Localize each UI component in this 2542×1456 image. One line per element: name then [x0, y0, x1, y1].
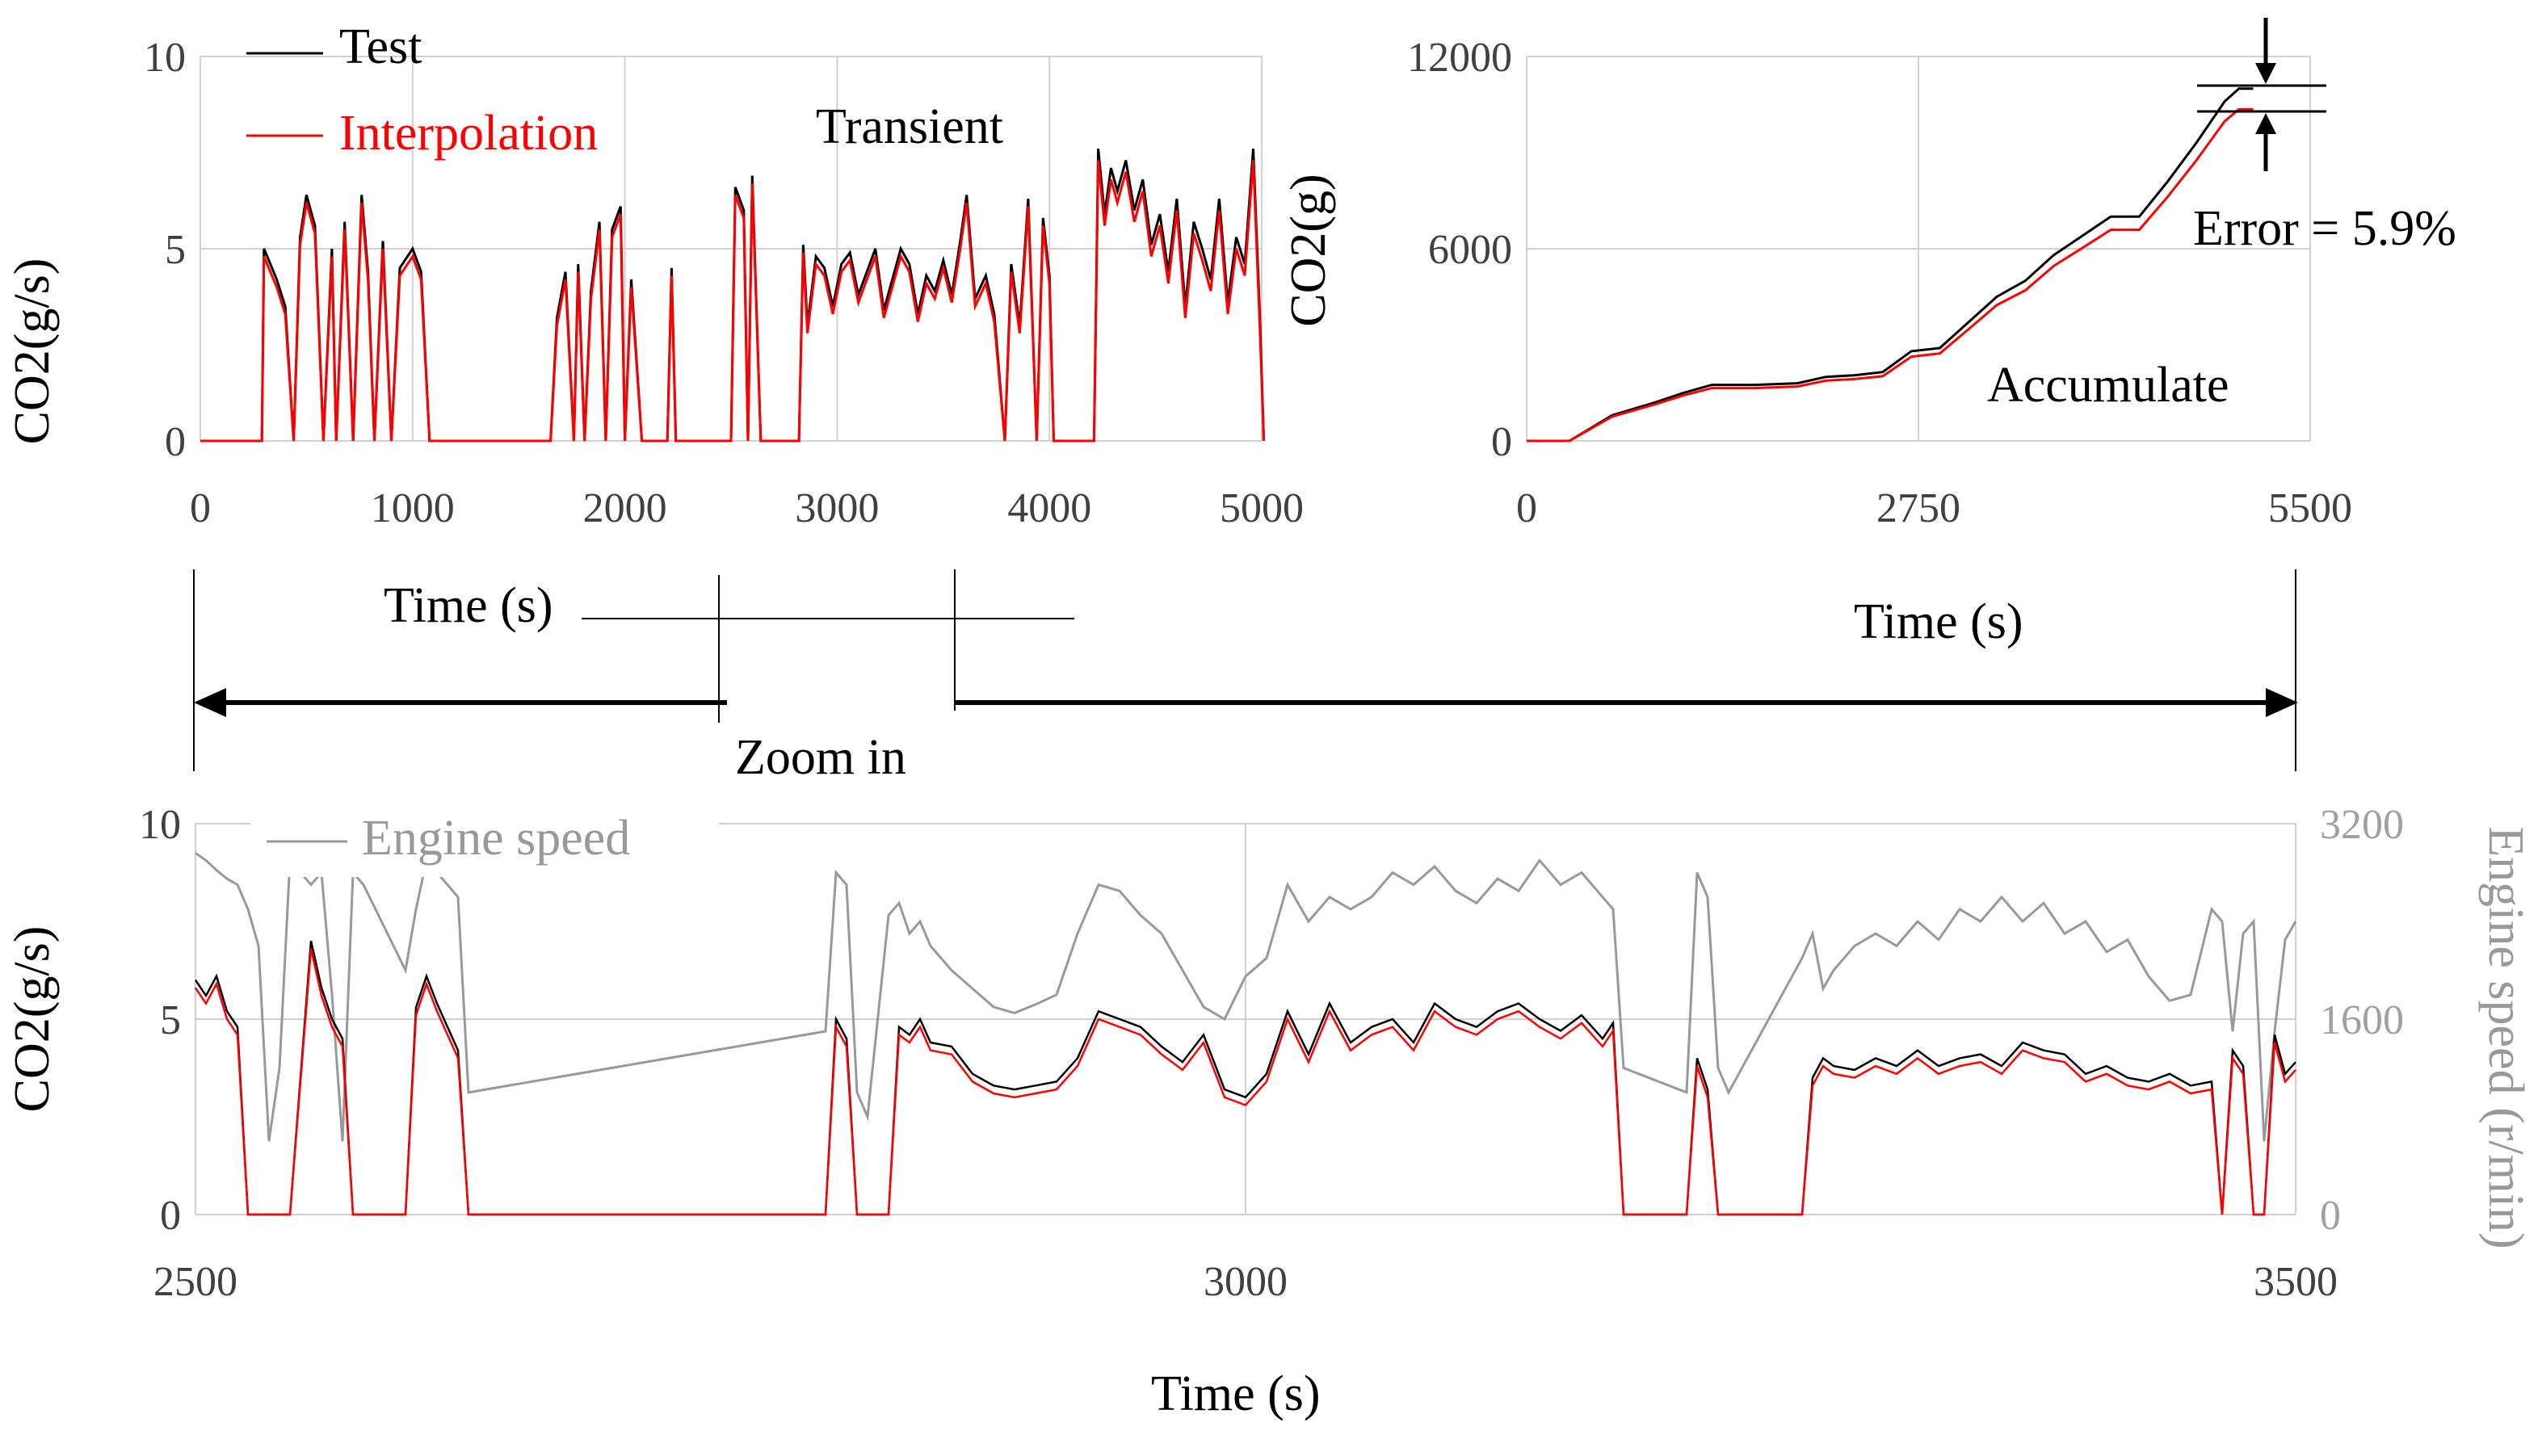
zoom-engine-speed-line: [195, 852, 2297, 1142]
x-tick-label: 2750: [1876, 485, 1960, 531]
accumulate-annotation: Accumulate: [1987, 358, 2229, 413]
legend-test-label: Test: [339, 19, 422, 74]
y-tick-label: 10: [144, 35, 186, 81]
accumulate-gridlines: [1526, 56, 2311, 442]
y2-tick-label: 1600: [2320, 997, 2404, 1043]
transient-tick-labels: 0 5 10 0 1000 2000 3000 4000 5000: [144, 35, 1304, 531]
y-tick-label: 0: [165, 419, 186, 465]
accumulate-tick-labels: 0 6000 12000 0 2750 5500: [1407, 35, 2352, 531]
x-tick-label: 2500: [153, 1259, 237, 1305]
transient-panel: 0 5 10 0 1000 2000 3000 4000 5000 CO2(g/s) Time …: [5, 19, 1304, 633]
transient-y-axis-label: CO2(g/s): [5, 258, 60, 445]
x-tick-label: 4000: [1007, 485, 1091, 531]
transient-legend: Test Interpolation: [246, 19, 598, 161]
legend-interpolation-label: Interpolation: [339, 106, 598, 161]
zoom-left-arrow-icon: [194, 688, 226, 717]
zoom-label: Zoom in: [735, 730, 906, 785]
error-label: Error = 5.9%: [2193, 201, 2456, 256]
x-tick-label: 0: [190, 485, 211, 531]
y-tick-label: 10: [139, 802, 181, 848]
x-tick-label: 3500: [2254, 1259, 2338, 1305]
accumulate-x-axis-label: Time (s): [1854, 594, 2023, 649]
y-tick-label: 0: [160, 1193, 181, 1239]
legend-engine-speed-label: Engine speed: [362, 811, 630, 866]
x-tick-label: 2000: [583, 485, 667, 531]
y-tick-label: 5: [160, 997, 181, 1043]
y-tick-label: 0: [1491, 419, 1512, 465]
y2-tick-label: 3200: [2320, 802, 2404, 848]
error-up-arrow-icon: [2255, 113, 2276, 134]
transient-annotation: Transient: [816, 99, 1003, 154]
zoom-y2-axis-label: Engine speed (r/min): [2478, 826, 2533, 1248]
zoom-interpolation-line: [194, 948, 2296, 1216]
y2-tick-label: 0: [2320, 1193, 2341, 1239]
accumulate-interpolation-line: [1527, 107, 2254, 443]
zoom-gridlines: [195, 823, 2296, 1215]
y-tick-label: 6000: [1428, 227, 1512, 273]
x-tick-label: 5000: [1220, 485, 1304, 531]
transient-interpolation-line: [200, 160, 1266, 443]
x-tick-label: 3000: [1204, 1259, 1288, 1305]
x-tick-label: 1000: [371, 485, 455, 531]
accumulate-panel: 0 6000 12000 0 2750 5500 CO2(g) Time (s) Accu…: [1281, 18, 2456, 649]
y-tick-label: 12000: [1407, 35, 1512, 81]
x-tick-label: 0: [1516, 485, 1537, 531]
zoom-right-arrow-icon: [2266, 688, 2298, 717]
x-tick-label: 3000: [795, 485, 879, 531]
zoom-y-axis-label: CO2(g/s): [5, 926, 60, 1113]
zoom-tick-labels: 0 5 10 2500 3000 3500 0 1600 3200: [139, 802, 2404, 1305]
accumulate-test-line: [1527, 87, 2254, 443]
zoom-panel: 0 5 10 2500 3000 3500 0 1600 3200 Engine speed C…: [5, 802, 2533, 1421]
transient-x-axis-label: Time (s): [384, 578, 553, 633]
y-tick-label: 5: [165, 227, 186, 273]
error-indicator: Error = 5.9%: [2193, 18, 2456, 256]
accumulate-y-axis-label: CO2(g): [1281, 174, 1336, 326]
zoom-x-axis-label: Time (s): [1151, 1366, 1321, 1421]
error-down-arrow-icon: [2255, 63, 2276, 84]
x-tick-label: 5500: [2268, 485, 2352, 531]
zoom-connector: [193, 569, 2298, 771]
